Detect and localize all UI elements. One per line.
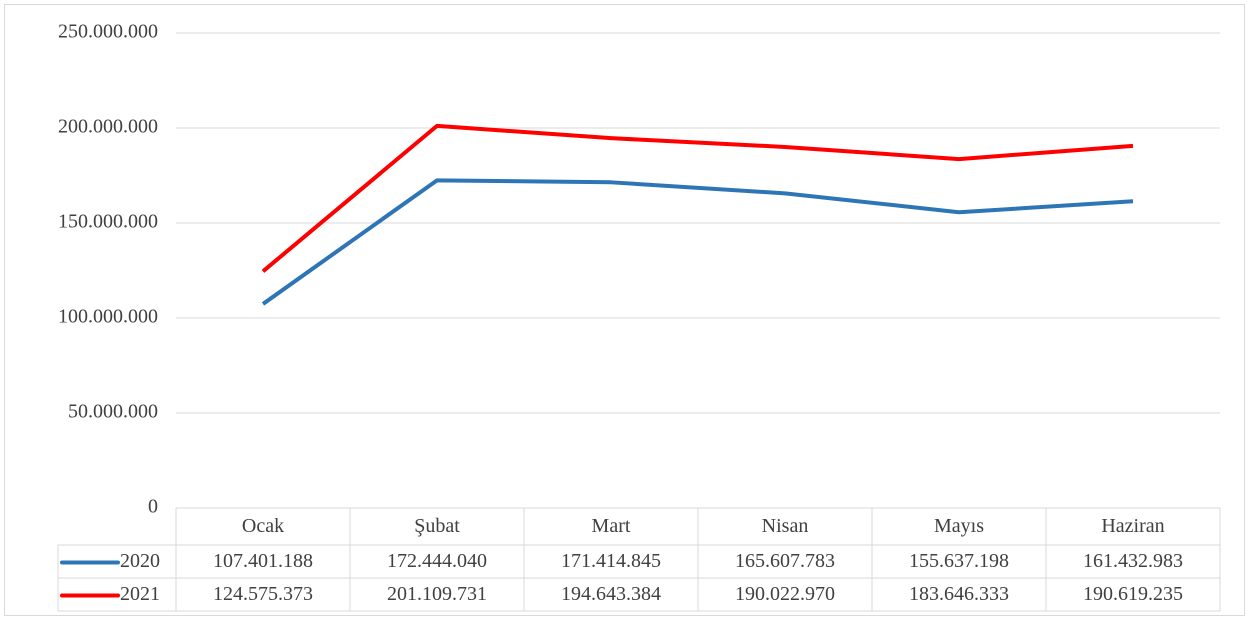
chart-border [4, 4, 1245, 616]
table-value: 124.575.373 [213, 583, 313, 605]
table-value: 165.607.783 [735, 550, 835, 572]
x-tick-label: Mayıs [934, 515, 984, 537]
table-value: 183.646.333 [909, 583, 1009, 605]
y-tick-label: 150.000.000 [58, 211, 158, 233]
table-value: 190.022.970 [735, 583, 835, 605]
legend-label: 2021 [120, 583, 160, 605]
x-tick-label: Şubat [414, 515, 460, 537]
y-tick-label: 250.000.000 [58, 21, 158, 43]
table-value: 161.432.983 [1083, 550, 1183, 572]
table-value: 107.401.188 [213, 550, 313, 572]
table-value: 194.643.384 [561, 583, 661, 605]
table-value: 172.444.040 [387, 550, 487, 572]
y-tick-label: 0 [148, 496, 158, 518]
table-value: 201.109.731 [387, 583, 487, 605]
x-tick-label: Ocak [242, 515, 284, 537]
x-tick-label: Nisan [762, 515, 809, 537]
y-tick-label: 50.000.000 [68, 401, 158, 423]
table-value: 190.619.235 [1083, 583, 1183, 605]
legend-label: 2020 [120, 550, 160, 572]
series-line [261, 178, 1134, 306]
table-value: 155.637.198 [909, 550, 1009, 572]
table-value: 171.414.845 [561, 550, 661, 572]
x-tick-label: Haziran [1101, 515, 1164, 537]
x-tick-label: Mart [592, 515, 631, 537]
y-tick-label: 100.000.000 [58, 306, 158, 328]
series-line [261, 123, 1134, 273]
y-tick-label: 200.000.000 [58, 116, 158, 138]
